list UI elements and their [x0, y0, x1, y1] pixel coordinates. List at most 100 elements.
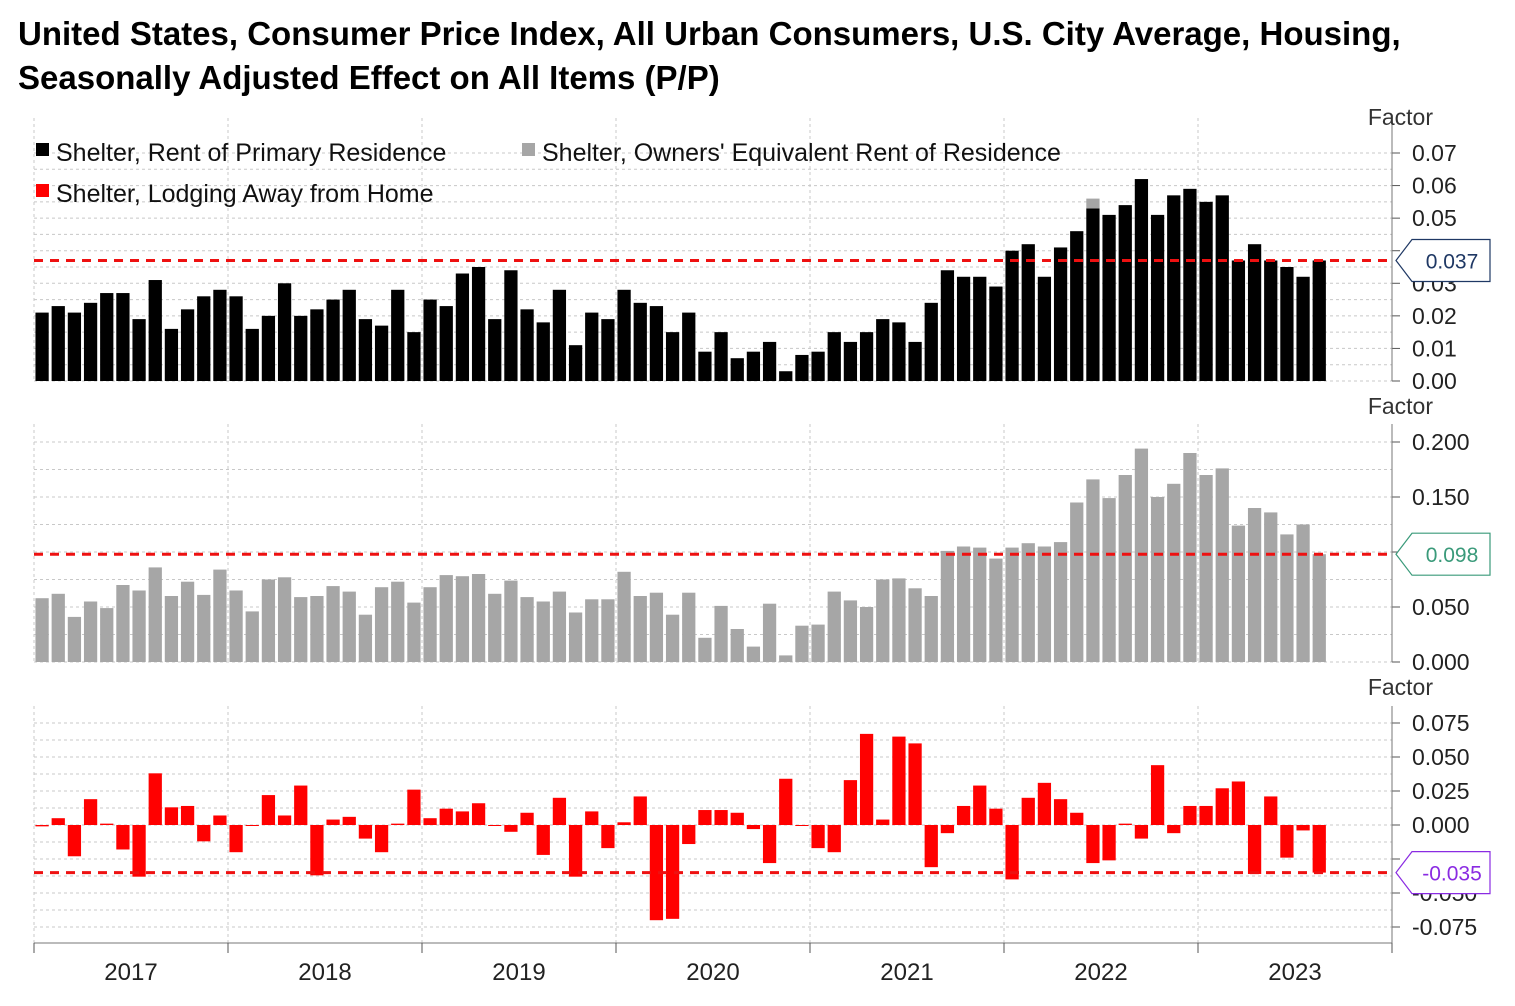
bar	[795, 625, 809, 662]
bar	[148, 773, 162, 825]
bar	[940, 270, 955, 381]
bar	[1037, 546, 1052, 662]
bar	[197, 594, 211, 662]
bar	[423, 818, 437, 825]
bar	[876, 819, 890, 825]
y-axis-title: Factor	[1368, 393, 1434, 419]
y-tick-label: 0.000	[1412, 649, 1470, 675]
bar	[956, 805, 971, 825]
bar	[1215, 195, 1229, 381]
bar	[989, 808, 1003, 825]
bar	[83, 799, 98, 825]
chart-title: United States, Consumer Price Index, All…	[18, 15, 1401, 96]
bar	[67, 312, 82, 381]
bar	[908, 743, 922, 825]
bar	[1199, 475, 1213, 662]
bar	[649, 825, 664, 921]
bar	[779, 655, 793, 662]
y-tick-label: 0.200	[1412, 429, 1470, 455]
x-tick-label: 2019	[492, 959, 545, 986]
bar	[973, 276, 987, 381]
bar	[1247, 825, 1262, 874]
x-axis: 2017 2018 2019 2020 2021 2022 2023	[33, 942, 1393, 986]
bar	[1312, 825, 1326, 873]
bar	[439, 306, 453, 381]
bar	[116, 825, 130, 850]
bar	[1053, 247, 1068, 381]
bar	[698, 810, 712, 825]
bar	[1280, 825, 1294, 858]
bar	[455, 811, 470, 825]
bar	[762, 341, 777, 381]
bar	[1134, 825, 1149, 839]
bar	[1183, 805, 1197, 825]
bar	[294, 785, 308, 825]
y-tick-label: 0.02	[1412, 303, 1457, 329]
bar	[229, 825, 243, 853]
bar	[892, 736, 906, 825]
bar	[326, 299, 340, 381]
bar	[471, 803, 486, 825]
bar	[1102, 498, 1116, 662]
bar	[180, 581, 195, 662]
bar	[762, 603, 777, 662]
bar	[698, 351, 712, 381]
bar	[1021, 543, 1035, 662]
bar	[827, 825, 841, 853]
bar	[1312, 554, 1326, 662]
bar	[746, 351, 761, 381]
bar	[827, 591, 841, 662]
bar	[1247, 244, 1262, 381]
bar	[859, 733, 874, 825]
bar	[35, 312, 49, 381]
bar	[148, 280, 162, 381]
bar	[940, 825, 955, 834]
bar	[730, 629, 744, 662]
bar	[859, 332, 874, 381]
bar	[585, 811, 599, 825]
bar	[277, 283, 292, 381]
bar	[698, 637, 712, 662]
bar	[1264, 796, 1278, 825]
bar	[811, 825, 825, 849]
latest-value-callout	[1395, 851, 1491, 895]
bar	[1183, 188, 1197, 381]
bar	[213, 815, 227, 825]
y-tick-label: 0.075	[1412, 710, 1470, 736]
bar	[197, 296, 211, 381]
latest-value-label: 0.037	[1426, 250, 1479, 273]
bar	[1312, 260, 1326, 381]
bar	[358, 319, 373, 381]
bar	[633, 596, 647, 662]
bar	[682, 592, 696, 662]
bar	[746, 825, 761, 830]
bar	[261, 315, 276, 381]
bar	[762, 825, 777, 864]
bar	[924, 302, 938, 381]
legend-swatch	[522, 143, 535, 156]
bar	[35, 825, 49, 827]
bar	[488, 593, 502, 662]
bar	[1199, 201, 1213, 381]
bar	[116, 585, 130, 662]
bar	[908, 341, 922, 381]
bar	[568, 825, 583, 877]
bar	[924, 596, 938, 662]
legend-swatch	[36, 143, 49, 156]
bar	[116, 293, 130, 381]
bar	[892, 578, 906, 662]
bar	[504, 825, 518, 832]
bar	[310, 309, 324, 381]
y-tick-label: 0.050	[1412, 594, 1470, 620]
bar	[374, 325, 389, 381]
y-tick-label: 0.050	[1412, 744, 1470, 770]
bar	[956, 546, 971, 662]
bar	[488, 319, 502, 381]
bar	[1167, 825, 1181, 834]
bar	[132, 590, 146, 662]
bar	[51, 593, 65, 662]
bar	[1296, 524, 1310, 662]
y-tick-label: 0.025	[1412, 778, 1470, 804]
bar	[213, 569, 227, 662]
